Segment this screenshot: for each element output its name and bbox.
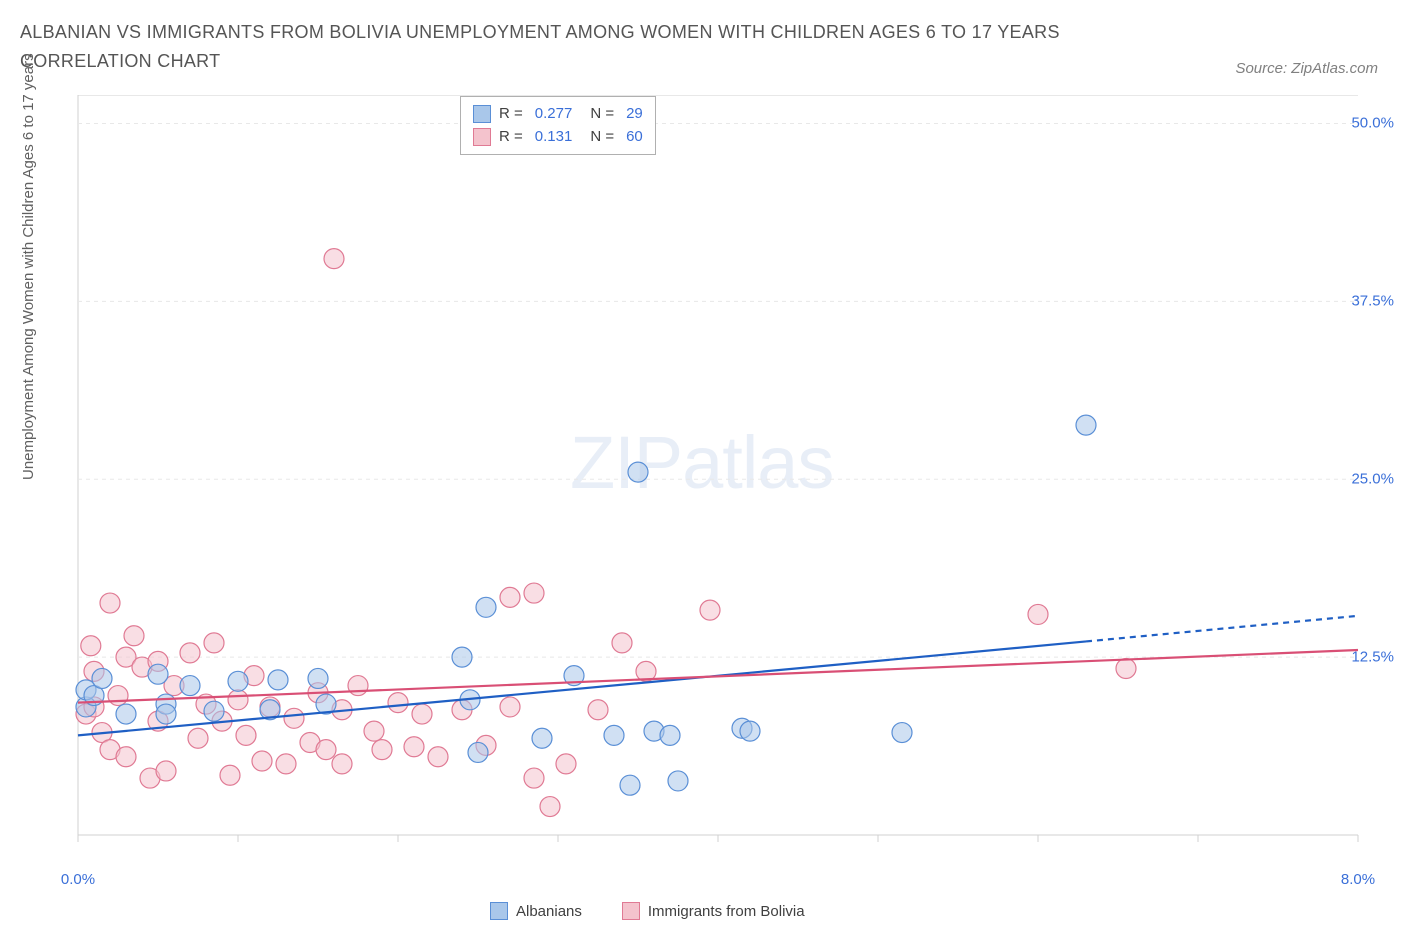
y-tick-label: 25.0% bbox=[1351, 471, 1394, 488]
y-tick-label: 50.0% bbox=[1351, 115, 1394, 132]
y-tick-label: 12.5% bbox=[1351, 649, 1394, 666]
n-label: N = bbox=[590, 103, 614, 126]
legend-swatch-bolivia bbox=[473, 128, 491, 146]
r-value-albanians: 0.277 bbox=[535, 103, 573, 126]
x-tick-label: 8.0% bbox=[1341, 871, 1375, 888]
legend-item-bolivia: Immigrants from Bolivia bbox=[622, 902, 805, 920]
source-attribution: Source: ZipAtlas.com bbox=[1235, 60, 1378, 77]
chart-title: ALBANIAN VS IMMIGRANTS FROM BOLIVIA UNEM… bbox=[20, 18, 1120, 76]
legend-label: Albanians bbox=[516, 903, 582, 920]
scatter-chart bbox=[60, 95, 1380, 855]
n-label: N = bbox=[590, 126, 614, 149]
chart-area bbox=[60, 95, 1380, 855]
legend-swatch-albanians bbox=[473, 105, 491, 123]
y-tick-label: 37.5% bbox=[1351, 293, 1394, 310]
legend-swatch-icon bbox=[490, 902, 508, 920]
legend-item-albanians: Albanians bbox=[490, 902, 582, 920]
y-axis-label: Unemployment Among Women with Children A… bbox=[20, 53, 37, 480]
legend-row-bolivia: R = 0.131 N = 60 bbox=[473, 126, 643, 149]
r-label: R = bbox=[499, 103, 523, 126]
legend-swatch-icon bbox=[622, 902, 640, 920]
n-value-bolivia: 60 bbox=[626, 126, 643, 149]
r-value-bolivia: 0.131 bbox=[535, 126, 573, 149]
r-label: R = bbox=[499, 126, 523, 149]
series-legend: Albanians Immigrants from Bolivia bbox=[490, 902, 805, 920]
correlation-legend: R = 0.277 N = 29 R = 0.131 N = 60 bbox=[460, 96, 656, 155]
x-tick-label: 0.0% bbox=[61, 871, 95, 888]
legend-label: Immigrants from Bolivia bbox=[648, 903, 805, 920]
n-value-albanians: 29 bbox=[626, 103, 643, 126]
legend-row-albanians: R = 0.277 N = 29 bbox=[473, 103, 643, 126]
